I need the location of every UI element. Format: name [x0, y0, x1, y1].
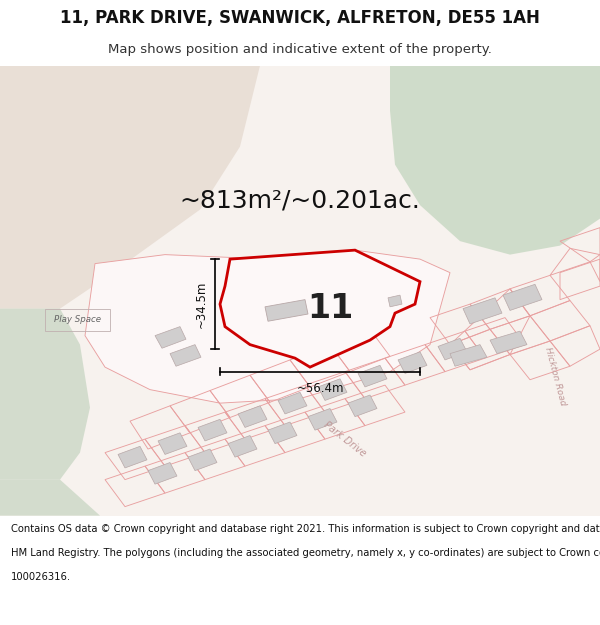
Text: Play Space: Play Space [53, 315, 101, 324]
Polygon shape [438, 338, 467, 360]
Polygon shape [85, 250, 450, 403]
Polygon shape [358, 366, 387, 387]
Polygon shape [308, 409, 337, 430]
Polygon shape [265, 299, 308, 321]
Text: ~34.5m: ~34.5m [194, 281, 208, 328]
Polygon shape [503, 284, 542, 311]
Polygon shape [268, 422, 297, 444]
Text: ~813m²/~0.201ac.: ~813m²/~0.201ac. [179, 189, 421, 213]
Polygon shape [118, 446, 147, 468]
Polygon shape [148, 462, 177, 484]
Polygon shape [158, 433, 187, 454]
Polygon shape [490, 331, 527, 354]
Text: Map shows position and indicative extent of the property.: Map shows position and indicative extent… [108, 42, 492, 56]
Polygon shape [398, 352, 427, 373]
Bar [45, 309, 110, 331]
Text: 100026316.: 100026316. [11, 572, 71, 582]
Polygon shape [388, 295, 402, 307]
Text: HM Land Registry. The polygons (including the associated geometry, namely x, y c: HM Land Registry. The polygons (includin… [11, 549, 600, 559]
Polygon shape [170, 344, 201, 366]
Polygon shape [390, 66, 600, 254]
Text: 11: 11 [307, 292, 353, 325]
Polygon shape [155, 327, 186, 348]
Polygon shape [238, 406, 267, 428]
Polygon shape [220, 250, 420, 367]
Text: Contains OS data © Crown copyright and database right 2021. This information is : Contains OS data © Crown copyright and d… [11, 524, 600, 534]
Polygon shape [463, 298, 502, 324]
Text: 11, PARK DRIVE, SWANWICK, ALFRETON, DE55 1AH: 11, PARK DRIVE, SWANWICK, ALFRETON, DE55… [60, 9, 540, 28]
Polygon shape [198, 419, 227, 441]
Polygon shape [228, 436, 257, 457]
Polygon shape [0, 479, 100, 516]
Polygon shape [450, 344, 487, 366]
Polygon shape [0, 66, 260, 309]
Polygon shape [348, 395, 377, 417]
Polygon shape [318, 379, 347, 401]
Polygon shape [0, 309, 90, 479]
Polygon shape [188, 449, 217, 471]
Text: Hickton Road: Hickton Road [543, 346, 567, 406]
Text: Park Drive: Park Drive [322, 419, 368, 459]
Text: ~56.4m: ~56.4m [296, 382, 344, 396]
Polygon shape [278, 392, 307, 414]
